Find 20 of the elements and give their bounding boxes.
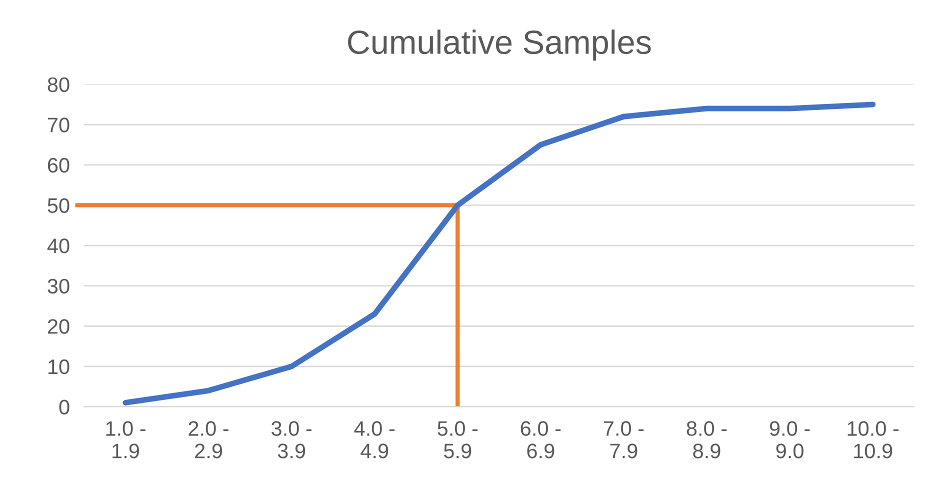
x-tick-label: 6.0 - 6.9: [520, 421, 561, 458]
x-tick-label: 7.0 - 7.9: [604, 421, 644, 458]
x-tick-label: 2.0 - 2.9: [188, 421, 228, 458]
x-tick-label: 3.0 - 3.9: [272, 421, 312, 458]
x-tick-label: 8.0 - 8.9: [686, 421, 727, 458]
y-tick-label: 20: [48, 319, 70, 334]
y-tick-label: 50: [48, 198, 70, 213]
y-tick-label: 10: [48, 359, 70, 374]
x-tick-label: 5.0 - 5.9: [438, 421, 478, 458]
x-tick-label: 1.0 - 1.9: [106, 421, 146, 458]
y-tick-label: 30: [48, 278, 70, 294]
x-tick-label: 4.0 - 4.9: [354, 421, 395, 458]
y-tick-label: 70: [48, 118, 70, 132]
x-tick-label: 10.0 - 10.9: [848, 421, 899, 458]
y-tick-label: 80: [48, 77, 70, 92]
y-tick-label: 0: [59, 400, 70, 414]
y-tick-label: 60: [48, 158, 70, 173]
x-tick-label: 9.0 - 9.0: [770, 421, 810, 458]
y-tick-label: 40: [47, 238, 70, 254]
chart-title: Cumulative Samples: [348, 30, 651, 61]
